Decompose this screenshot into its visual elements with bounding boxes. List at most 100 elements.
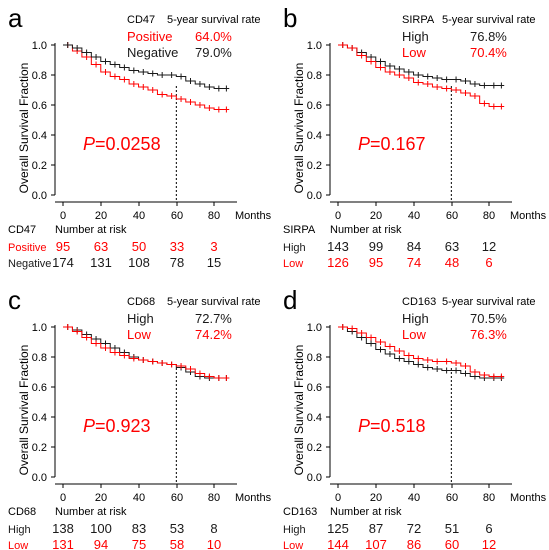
y-axis-label: Overall Survival Fraction bbox=[292, 345, 306, 476]
legend-series-name: Low bbox=[402, 327, 426, 342]
risk-count: 8 bbox=[210, 521, 217, 536]
risk-count: 63 bbox=[94, 239, 108, 254]
x-unit-label: Months bbox=[510, 210, 547, 222]
risk-count: 138 bbox=[52, 521, 74, 536]
x-tick-label: 0 bbox=[335, 492, 341, 504]
legend-series-rate: 76.3% bbox=[470, 327, 507, 342]
legend-title: 5-year survival rate bbox=[442, 14, 536, 26]
legend-series-rate: 64.0% bbox=[195, 29, 232, 44]
risk-count: 84 bbox=[407, 239, 421, 254]
x-tick-label: 20 bbox=[370, 210, 382, 222]
legend-series-name: Negative bbox=[127, 45, 178, 60]
y-tick-label: 1.0 bbox=[32, 322, 47, 334]
panel-letter: c bbox=[8, 285, 21, 315]
risk-table-marker: CD163 bbox=[283, 506, 317, 518]
y-tick-label: 1.0 bbox=[307, 322, 322, 334]
x-tick-label: 80 bbox=[208, 492, 220, 504]
x-tick-label: 20 bbox=[370, 492, 382, 504]
risk-table-marker: CD47 bbox=[8, 224, 36, 236]
x-tick-label: 60 bbox=[171, 210, 183, 222]
legend-series-rate: 72.7% bbox=[195, 311, 232, 326]
risk-count: 131 bbox=[90, 255, 112, 270]
risk-count: 99 bbox=[369, 239, 383, 254]
y-tick-label: 0.4 bbox=[307, 130, 322, 142]
survival-curve-low bbox=[338, 44, 505, 107]
panel-letter: b bbox=[283, 3, 297, 33]
p-value-symbol: P bbox=[358, 416, 370, 436]
risk-count: 143 bbox=[327, 239, 349, 254]
x-tick-label: 40 bbox=[408, 210, 420, 222]
survival-curve-high bbox=[338, 44, 505, 86]
y-axis-label: Overall Survival Fraction bbox=[292, 63, 306, 194]
risk-row-label: High bbox=[283, 524, 306, 536]
legend-series-name: Low bbox=[127, 327, 151, 342]
risk-count: 74 bbox=[407, 255, 421, 270]
y-tick-label: 0.4 bbox=[307, 412, 322, 424]
risk-count: 94 bbox=[94, 537, 108, 550]
risk-count: 6 bbox=[485, 255, 492, 270]
risk-row-label: Negative bbox=[8, 258, 51, 270]
legend-title: 5-year survival rate bbox=[442, 296, 536, 308]
legend-series-name: Positive bbox=[127, 29, 173, 44]
risk-count: 48 bbox=[445, 255, 459, 270]
risk-count: 86 bbox=[407, 537, 421, 550]
x-unit-label: Months bbox=[235, 492, 272, 504]
risk-count: 87 bbox=[369, 521, 383, 536]
y-axis-label: Overall Survival Fraction bbox=[17, 63, 31, 194]
risk-count: 60 bbox=[445, 537, 459, 550]
y-tick-label: 0.4 bbox=[32, 412, 47, 424]
risk-count: 58 bbox=[170, 537, 184, 550]
x-tick-label: 80 bbox=[483, 210, 495, 222]
x-tick-label: 20 bbox=[95, 492, 107, 504]
risk-count: 126 bbox=[327, 255, 349, 270]
risk-count: 131 bbox=[52, 537, 74, 550]
panel-letter: d bbox=[283, 285, 297, 315]
legend-series-rate: 70.5% bbox=[470, 311, 507, 326]
risk-count: 10 bbox=[207, 537, 221, 550]
legend-series-name: High bbox=[127, 311, 154, 326]
risk-count: 100 bbox=[90, 521, 112, 536]
y-tick-label: 0.2 bbox=[32, 442, 47, 454]
panel-letter: a bbox=[8, 3, 23, 33]
legend-series-rate: 79.0% bbox=[195, 45, 232, 60]
legend-marker: CD47 bbox=[127, 14, 155, 26]
y-tick-label: 1.0 bbox=[307, 40, 322, 52]
p-value-symbol: P bbox=[358, 134, 370, 154]
y-tick-label: 0.6 bbox=[32, 100, 47, 112]
risk-table-marker: SIRPA bbox=[283, 224, 316, 236]
x-tick-label: 40 bbox=[408, 492, 420, 504]
risk-count: 63 bbox=[445, 239, 459, 254]
y-tick-label: 0.2 bbox=[32, 160, 47, 172]
survival-curve-low bbox=[63, 326, 230, 379]
y-tick-label: 0.2 bbox=[307, 442, 322, 454]
y-tick-label: 0.0 bbox=[32, 190, 47, 202]
risk-count: 50 bbox=[132, 239, 146, 254]
legend-marker: CD163 bbox=[402, 296, 436, 308]
risk-count: 75 bbox=[132, 537, 146, 550]
y-tick-label: 0.8 bbox=[307, 70, 322, 82]
p-value-number: =0.518 bbox=[370, 416, 426, 436]
legend-series-rate: 76.8% bbox=[470, 29, 507, 44]
p-value: P=0.0258 bbox=[83, 134, 161, 154]
legend-title: 5-year survival rate bbox=[167, 296, 261, 308]
risk-table-title: Number at risk bbox=[55, 224, 127, 236]
risk-count: 51 bbox=[445, 521, 459, 536]
y-tick-label: 0.0 bbox=[307, 472, 322, 484]
y-tick-label: 1.0 bbox=[32, 40, 47, 52]
risk-table-marker: CD68 bbox=[8, 506, 36, 518]
p-value: P=0.923 bbox=[83, 416, 151, 436]
legend-series-name: High bbox=[402, 29, 429, 44]
survival-curve-positive bbox=[63, 44, 230, 110]
risk-count: 95 bbox=[369, 255, 383, 270]
risk-count: 174 bbox=[52, 255, 74, 270]
risk-table-title: Number at risk bbox=[330, 506, 402, 518]
risk-row-label: High bbox=[8, 524, 31, 536]
x-tick-label: 60 bbox=[446, 210, 458, 222]
p-value-number: =0.0258 bbox=[95, 134, 161, 154]
y-tick-label: 0.0 bbox=[307, 190, 322, 202]
legend-series-name: High bbox=[402, 311, 429, 326]
y-tick-label: 0.4 bbox=[32, 130, 47, 142]
y-tick-label: 0.6 bbox=[32, 382, 47, 394]
